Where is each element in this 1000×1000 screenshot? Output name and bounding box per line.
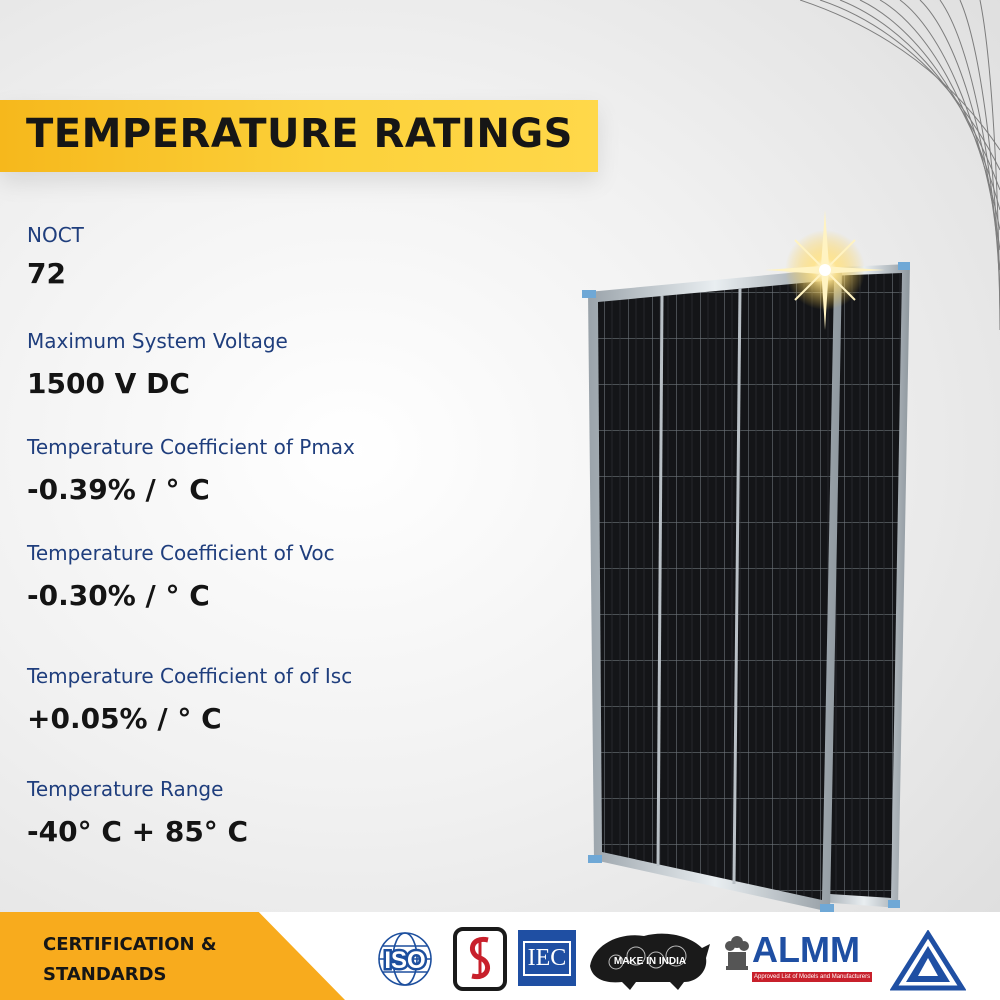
spec-value: 72 xyxy=(27,257,66,290)
bis-triangle-logo-icon xyxy=(890,930,966,991)
iso-text: ISO xyxy=(384,947,425,974)
spec-value: 1500 V DC xyxy=(27,367,190,400)
spec-label: Maximum System Voltage xyxy=(27,329,288,353)
almm-logo: ALMM Approved List of Models and Manufac… xyxy=(724,928,874,990)
spec-max-system-voltage: Maximum System Voltage 1500 V DC xyxy=(27,328,288,402)
solar-panel-image xyxy=(582,210,910,912)
make-in-india-lion-icon: MAKE IN INDIA xyxy=(590,933,710,990)
certification-footer: CERTIFICATION & STANDARDS ISO IEC MAKE I… xyxy=(0,912,1000,1000)
spec-temp-coefficient-isc: Temperature Coefficient of of Isc +0.05%… xyxy=(27,663,352,737)
make-in-india-text: MAKE IN INDIA xyxy=(614,956,686,967)
back-panel xyxy=(818,262,910,908)
spec-label: Temperature Range xyxy=(27,777,224,801)
decorative-curve-lines xyxy=(800,0,1000,330)
spec-temp-coefficient-voc: Temperature Coefficient of Voc -0.30% / … xyxy=(27,540,335,614)
footer-title-line1: CERTIFICATION & xyxy=(43,934,217,955)
sun-flare-icon xyxy=(765,210,885,330)
iec-text: IEC xyxy=(522,940,572,976)
spec-label: Temperature Coefficient of Pmax xyxy=(27,435,355,459)
spec-value: +0.05% / ° C xyxy=(27,702,222,735)
spec-value: -0.30% / ° C xyxy=(27,579,210,612)
footer-banner: CERTIFICATION & STANDARDS xyxy=(0,912,345,1000)
iec-logo-icon: IEC xyxy=(518,930,576,986)
page-title: TEMPERATURE RATINGS xyxy=(26,111,573,157)
title-banner: TEMPERATURE RATINGS xyxy=(0,100,598,172)
spec-noct: NOCT 72 xyxy=(27,222,84,292)
almm-caption: Approved List of Models and Manufacturer… xyxy=(754,974,871,980)
emblem-icon xyxy=(725,936,749,970)
spec-label: NOCT xyxy=(27,223,84,247)
spec-label: Temperature Coefficient of Voc xyxy=(27,541,335,565)
iso-logo-icon: ISO xyxy=(378,932,432,986)
front-panel xyxy=(582,268,842,912)
bis-s-mark-icon xyxy=(453,927,507,991)
almm-text: ALMM xyxy=(752,929,860,970)
spec-value: -40° C + 85° C xyxy=(27,815,249,848)
spec-label: Temperature Coefficient of of Isc xyxy=(27,664,353,688)
spec-temp-coefficient-pmax: Temperature Coefficient of Pmax -0.39% /… xyxy=(27,434,355,508)
spec-temperature-range: Temperature Range -40° C + 85° C xyxy=(27,776,248,850)
almm-caption-bar: Approved List of Models and Manufacturer… xyxy=(752,972,872,982)
footer-title-line2: STANDARDS xyxy=(43,964,167,985)
spec-value: -0.39% / ° C xyxy=(27,473,210,506)
